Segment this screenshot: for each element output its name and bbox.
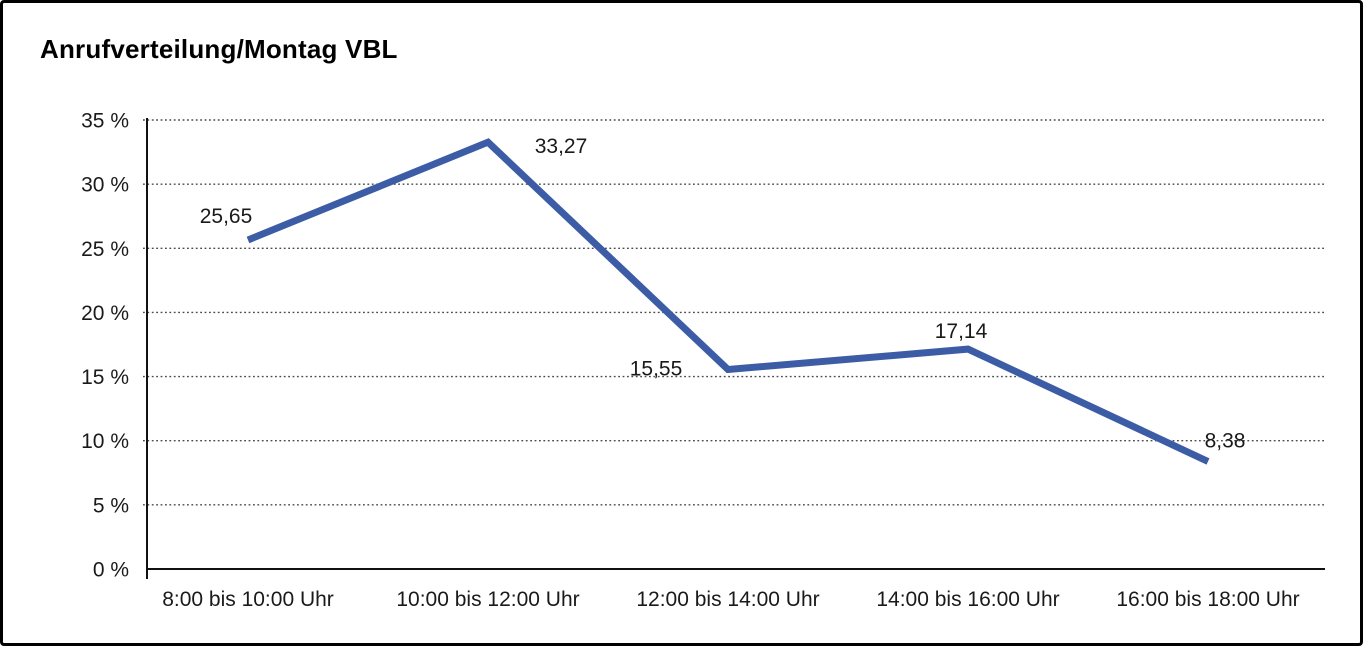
x-category-label: 14:00 bis 16:00 Uhr <box>876 588 1059 611</box>
y-tick-label: 10 % <box>81 430 129 453</box>
data-point-label: 25,65 <box>200 205 253 228</box>
y-tick-label: 25 % <box>81 238 129 261</box>
series-line <box>246 138 1210 465</box>
y-tick-label: 15 % <box>81 366 129 389</box>
y-tick-label: 5 % <box>93 494 129 517</box>
x-category-label: 12:00 bis 14:00 Uhr <box>636 588 819 611</box>
data-point-label: 17,14 <box>935 320 988 343</box>
y-tick-label: 0 % <box>93 559 129 582</box>
x-category-label: 10:00 bis 12:00 Uhr <box>396 588 579 611</box>
data-point-label: 8,38 <box>1205 429 1246 452</box>
y-tick-label: 20 % <box>81 302 129 325</box>
data-point-label: 15,55 <box>630 358 683 381</box>
line-chart-canvas: 0 % 5 % 10 % 15 % 20 % 25 % 30 % 35 % 25,65 33,27… <box>81 110 1325 611</box>
y-tick-label: 35 % <box>81 110 129 133</box>
x-category-label: 8:00 bis 10:00 Uhr <box>162 588 334 611</box>
chart-title: Anrufverteilung/Montag VBL <box>40 34 398 64</box>
x-category-label: 16:00 bis 18:00 Uhr <box>1116 588 1299 611</box>
data-point-label: 33,27 <box>535 135 588 158</box>
y-tick-label: 30 % <box>81 174 129 197</box>
